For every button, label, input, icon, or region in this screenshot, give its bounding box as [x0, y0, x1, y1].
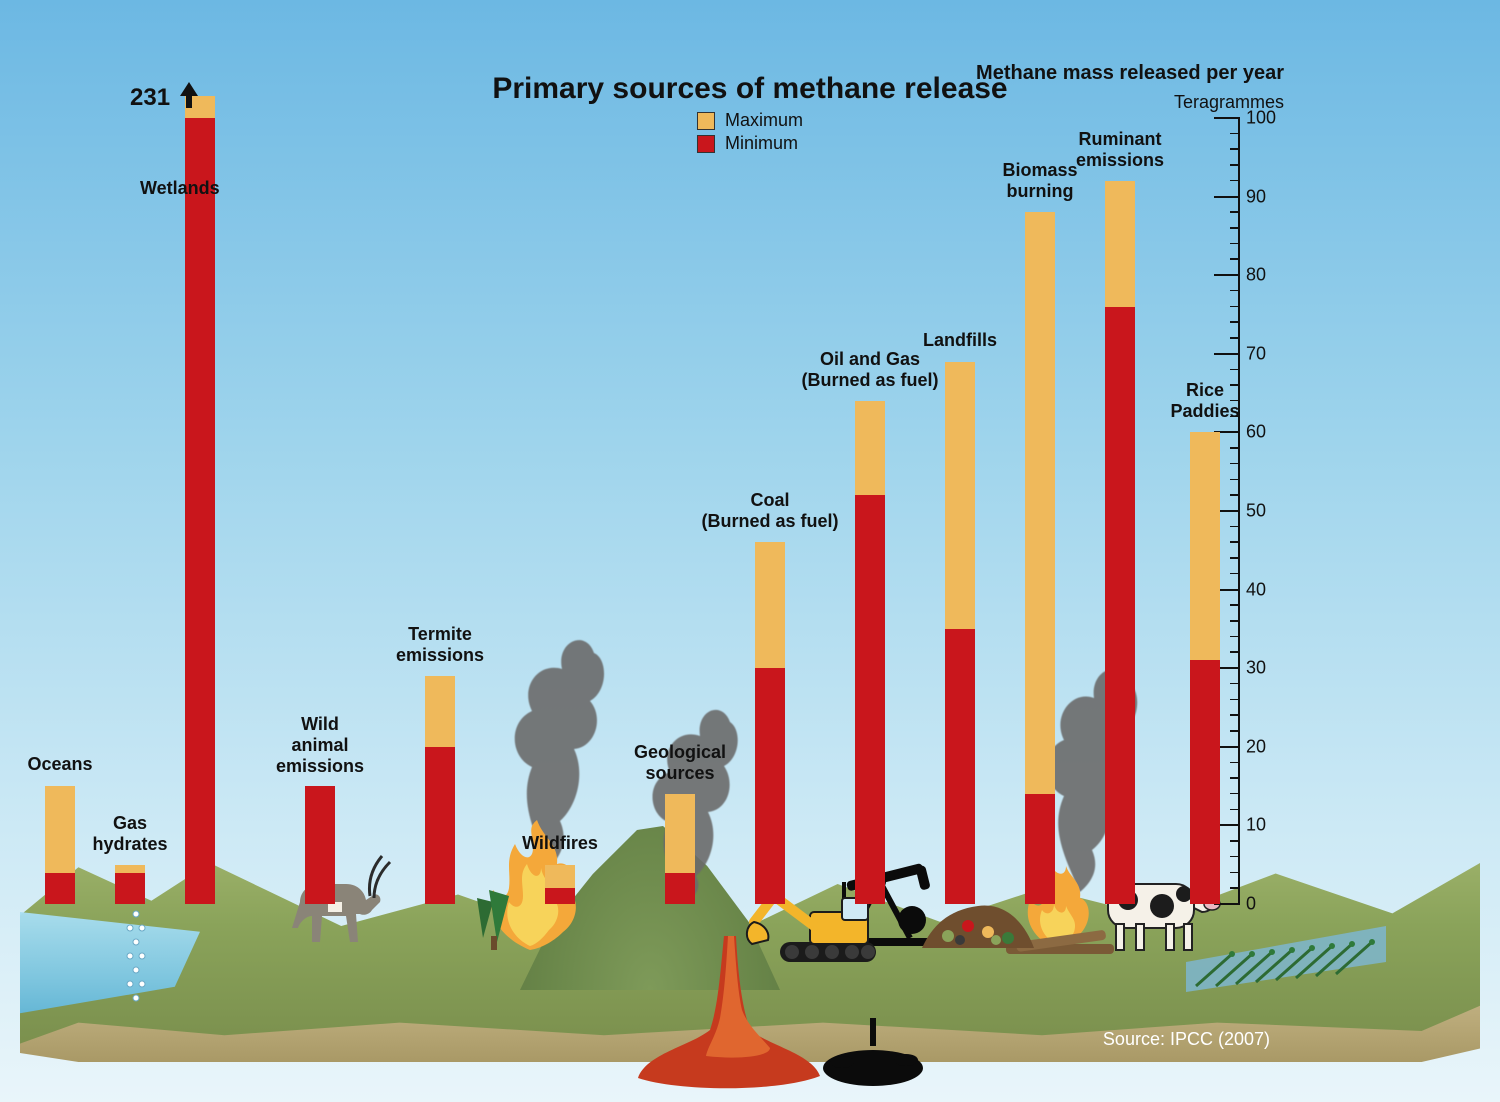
bar-wild_animal [305, 786, 335, 904]
bar-label-wildfires: Wildfires [522, 833, 598, 854]
bar-oceans [45, 786, 75, 904]
yaxis-tick-label: 10 [1246, 815, 1294, 836]
bar-label-landfills: Landfills [923, 330, 997, 351]
yaxis-tick-label: 80 [1246, 265, 1294, 286]
wetlands-arrow-icon [180, 82, 198, 113]
yaxis-tick-label: 100 [1246, 108, 1294, 129]
bar-label-termite: Termite emissions [396, 624, 484, 666]
yaxis-tick-label: 90 [1246, 186, 1294, 207]
bar-wetlands [185, 118, 215, 904]
bar-gas_hydrates [115, 865, 145, 904]
bar-label-biomass: Biomass burning [1002, 160, 1077, 202]
bar-rice [1190, 432, 1220, 904]
yaxis-tick-label: 60 [1246, 422, 1294, 443]
bar-landfills [945, 362, 975, 904]
bar-label-wetlands: Wetlands [140, 178, 220, 199]
bar-label-oil_gas: Oil and Gas (Burned as fuel) [801, 349, 938, 391]
bar-label-coal: Coal (Burned as fuel) [701, 490, 838, 532]
bar-label-gas_hydrates: Gas hydrates [92, 813, 167, 855]
yaxis-tick-label: 30 [1246, 658, 1294, 679]
bar-geological [665, 794, 695, 904]
lava-icon [620, 936, 840, 1096]
yaxis-tick-label: 0 [1246, 894, 1294, 915]
bar-termite [425, 676, 455, 904]
yaxis-tick-label: 50 [1246, 501, 1294, 522]
methane-infographic: Primary sources of methane release Maxim… [0, 0, 1500, 1102]
bar-label-rice: Rice Paddies [1170, 380, 1239, 422]
yaxis-tick-label: 70 [1246, 343, 1294, 364]
yaxis-title: Methane mass released per year [976, 62, 1284, 85]
rice-paddy-icon [1186, 902, 1386, 992]
wetlands-off-chart-value: 231 [130, 84, 170, 112]
bar-biomass [1025, 212, 1055, 904]
bar-oil_gas [855, 401, 885, 904]
yaxis-tick-label: 40 [1246, 579, 1294, 600]
bar-coal [755, 542, 785, 904]
bar-label-oceans: Oceans [27, 754, 92, 775]
bar-label-wild_animal: Wild animal emissions [276, 714, 364, 777]
bar-ruminant [1105, 181, 1135, 904]
bar-wildfires [545, 865, 575, 904]
bar-label-ruminant: Ruminant emissions [1076, 129, 1164, 171]
oil-spill-icon [818, 1018, 928, 1088]
source-citation: Source: IPCC (2007) [1103, 1029, 1270, 1050]
yaxis-tick-label: 20 [1246, 736, 1294, 757]
bar-label-geological: Geological sources [634, 742, 726, 784]
